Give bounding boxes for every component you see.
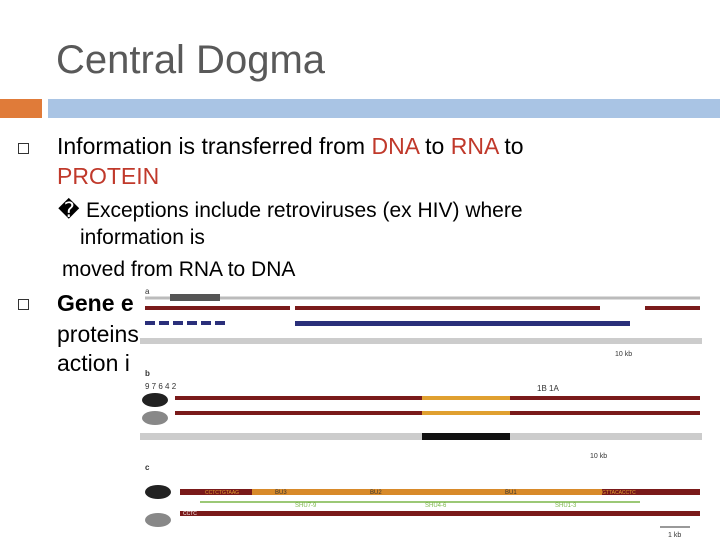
track (295, 306, 600, 310)
scale-label: 10 kb (590, 453, 607, 460)
loci-label: 9 7 6 4 2 (145, 382, 177, 391)
accent-orange (0, 99, 42, 118)
bullet (18, 143, 29, 154)
bullet-text: action i (57, 350, 130, 376)
sub-marker: � (58, 199, 80, 222)
text: DNA (371, 133, 419, 159)
panel-label: b (145, 369, 150, 378)
track (252, 489, 602, 495)
scale-label: 1 kb (668, 532, 681, 539)
segment-label: BU3 (275, 490, 287, 496)
bullet-text: Gene e (57, 290, 134, 316)
accent-bar (48, 99, 720, 118)
loci-label: 1B 1A (537, 384, 559, 393)
track (422, 411, 510, 415)
figure-bg (140, 288, 290, 368)
track (295, 321, 590, 326)
track (145, 306, 290, 310)
moth-icon (145, 485, 171, 499)
text: RNA (450, 133, 499, 159)
bullet (18, 299, 29, 310)
text: to (418, 133, 451, 159)
genes (170, 294, 220, 301)
bullet-text: PROTEIN (57, 163, 160, 189)
track (590, 321, 630, 326)
track (645, 306, 700, 310)
track (140, 338, 702, 344)
sub-text: information is (80, 226, 205, 249)
bullet-text: proteins (57, 321, 139, 347)
sequence: CCTC (183, 511, 197, 517)
bullet-text: Information is transferred from DNA to R… (57, 132, 524, 160)
marker-label: SHU4-6 (425, 503, 447, 509)
moth-icon (145, 513, 171, 527)
sequence: GTTACACCTC (602, 490, 636, 496)
moth-icon (142, 393, 168, 407)
panel-label: a (145, 287, 150, 296)
marker-label: SHU7-9 (295, 503, 317, 509)
track (140, 433, 702, 440)
marker-label: SHU1-3 (555, 503, 577, 509)
text: to (498, 133, 524, 159)
sub-text: moved from RNA to DNA (62, 258, 296, 281)
track (422, 396, 510, 400)
sub-text: Exceptions include retroviruses (ex HIV)… (86, 199, 523, 222)
track (422, 433, 510, 440)
title: Central Dogma (56, 38, 326, 82)
sequence: CCTCTGTAAG (205, 490, 239, 496)
segment-label: BU1 (505, 490, 517, 496)
panel-label: c (145, 463, 150, 472)
text: Information is transferred from (57, 133, 372, 159)
track (180, 511, 700, 516)
moth-icon (142, 411, 168, 425)
scale-label: 10 kb (615, 351, 632, 358)
segment-label: BU2 (370, 490, 382, 496)
